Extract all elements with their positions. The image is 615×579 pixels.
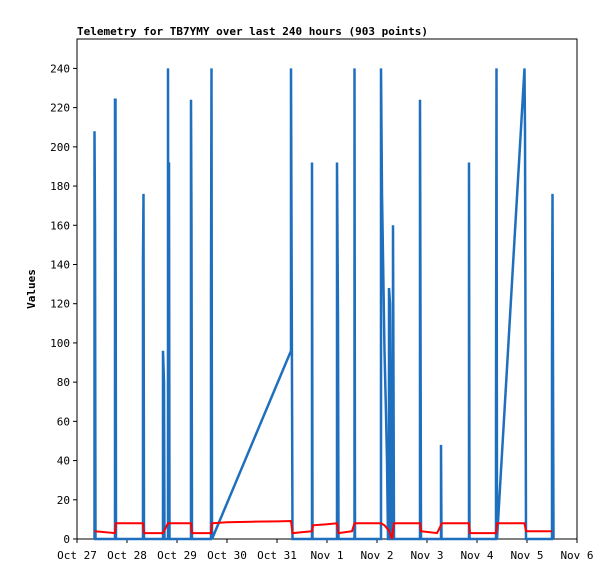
y-axis-label: Values (25, 269, 38, 309)
chart-title: Telemetry for TB7YMY over last 240 hours… (77, 25, 428, 38)
y-tick-label: 20 (57, 494, 70, 507)
x-tick-label: Nov 3 (410, 549, 443, 562)
series-line-2 (94, 519, 552, 540)
y-tick-label: 180 (50, 180, 70, 193)
y-tick-label: 0 (63, 533, 70, 546)
y-tick-label: 40 (57, 455, 70, 468)
y-tick-label: 200 (50, 141, 70, 154)
y-tick-label: 160 (50, 219, 70, 232)
y-tick-label: 120 (50, 298, 70, 311)
series-layer (93, 68, 555, 541)
x-tick-label: Oct 29 (157, 549, 197, 562)
x-tick-label: Oct 27 (57, 549, 97, 562)
x-tick-label: Nov 2 (360, 549, 393, 562)
y-tick-label: 100 (50, 337, 70, 350)
series-line-1 (93, 68, 555, 541)
x-tick-label: Nov 6 (560, 549, 593, 562)
y-tick-label: 240 (50, 62, 70, 75)
x-tick-label: Nov 1 (310, 549, 343, 562)
y-axis: 0 20 40 60 80 100 120 140 160 180 200 220 240 (50, 62, 77, 546)
x-tick-label: Oct 28 (107, 549, 147, 562)
x-axis: Oct 27 Oct 28 Oct 29 Oct 30 Oct 31 Nov 1 Nov 2… (57, 539, 594, 562)
x-tick-label: Nov 4 (460, 549, 493, 562)
x-tick-label: Oct 30 (207, 549, 247, 562)
x-tick-label: Nov 5 (510, 549, 543, 562)
y-tick-label: 80 (57, 376, 70, 389)
y-tick-label: 140 (50, 258, 70, 271)
x-tick-label: Oct 31 (257, 549, 297, 562)
y-tick-label: 60 (57, 415, 70, 428)
y-tick-label: 220 (50, 102, 70, 115)
